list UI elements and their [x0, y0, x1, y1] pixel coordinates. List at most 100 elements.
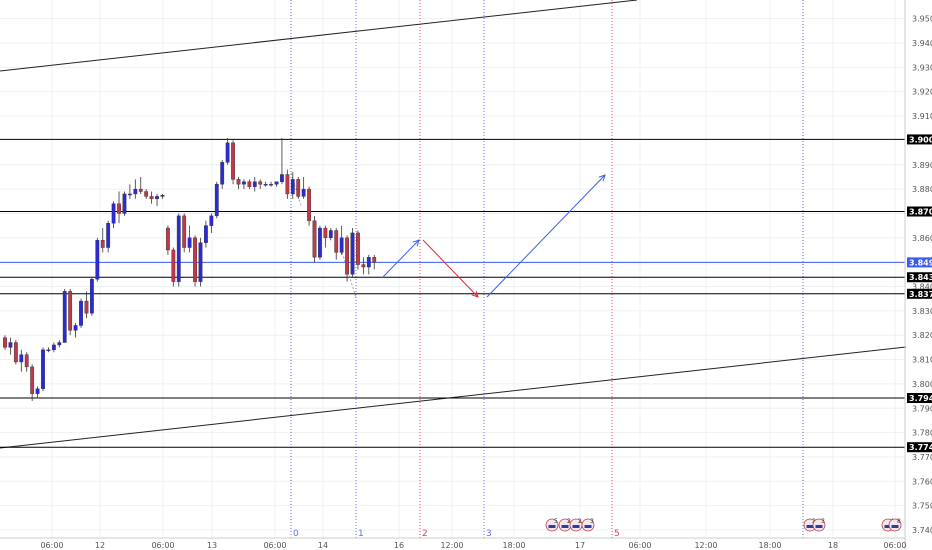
event-marker[interactable]: 2 — [569, 518, 583, 532]
candle[interactable] — [269, 181, 273, 187]
candle[interactable] — [24, 352, 29, 372]
candle[interactable] — [247, 179, 252, 190]
y-tick-label: 3.7500 — [912, 502, 932, 511]
candle[interactable] — [258, 179, 263, 190]
projection-arrow-up-2[interactable] — [486, 175, 605, 298]
y-tick-label: 3.8800 — [912, 185, 932, 194]
y-tick-label: 3.9200 — [912, 88, 932, 97]
candle[interactable] — [307, 186, 311, 226]
candle[interactable] — [274, 181, 279, 187]
candle[interactable] — [122, 191, 127, 216]
candle-body — [138, 188, 143, 192]
candle[interactable] — [171, 247, 176, 287]
candle-body — [30, 366, 35, 394]
vertical-marker-label: 5 — [614, 529, 620, 539]
candle[interactable] — [290, 172, 295, 199]
candle-body — [214, 184, 219, 217]
candle[interactable] — [318, 225, 322, 260]
candle[interactable] — [127, 184, 132, 199]
candle[interactable] — [100, 228, 105, 253]
candle[interactable] — [263, 181, 268, 187]
candle[interactable] — [117, 191, 121, 224]
candle[interactable] — [68, 288, 73, 336]
candle[interactable] — [84, 291, 89, 319]
candle[interactable] — [198, 237, 203, 287]
candle[interactable] — [339, 225, 344, 255]
candle[interactable] — [95, 237, 100, 282]
candle[interactable] — [285, 169, 290, 199]
candle[interactable] — [41, 347, 45, 392]
candle[interactable] — [89, 276, 94, 316]
candle[interactable] — [3, 335, 7, 350]
candle[interactable] — [73, 323, 78, 338]
candle[interactable] — [214, 181, 219, 219]
candle[interactable] — [176, 213, 181, 287]
event-marker[interactable]: 3 — [812, 518, 826, 532]
candle[interactable] — [30, 364, 35, 401]
candle[interactable] — [35, 386, 40, 399]
candle[interactable] — [133, 179, 138, 199]
candle[interactable] — [356, 230, 360, 270]
candle[interactable] — [160, 193, 165, 199]
candle[interactable] — [361, 257, 366, 275]
candle[interactable] — [51, 342, 56, 353]
candle[interactable] — [144, 189, 149, 199]
y-tick-label: 3.8400 — [912, 283, 932, 292]
upper-trend-line[interactable] — [0, 0, 638, 72]
candle[interactable] — [301, 176, 306, 199]
x-tick-label: 06:00 — [40, 541, 63, 550]
y-tick-label: 3.7400 — [912, 526, 932, 535]
candle[interactable] — [280, 137, 284, 185]
projection-arrow-up-1[interactable] — [381, 240, 419, 279]
candle[interactable] — [46, 347, 51, 353]
candle[interactable] — [204, 220, 208, 248]
candle[interactable] — [366, 254, 371, 275]
candle-body — [19, 354, 24, 363]
candle[interactable] — [62, 288, 67, 343]
candle[interactable] — [182, 213, 187, 253]
candle[interactable] — [231, 140, 235, 185]
event-marker[interactable]: 2 — [558, 518, 572, 532]
candle[interactable] — [225, 137, 230, 165]
candle[interactable] — [350, 228, 355, 277]
candle[interactable] — [149, 191, 154, 204]
candle[interactable] — [138, 176, 143, 194]
candle-body — [84, 300, 89, 314]
candle[interactable] — [19, 349, 24, 372]
x-axis: 06:00 12 06:00 13 06:00 14 16 12:00 18:00 17 06:00… — [0, 537, 907, 550]
candle[interactable] — [242, 179, 246, 190]
event-marker[interactable]: 5 — [545, 518, 559, 532]
candle[interactable] — [323, 225, 328, 248]
candle[interactable] — [220, 159, 225, 190]
event-marker[interactable]: 8 — [888, 518, 902, 532]
candle[interactable] — [296, 176, 301, 199]
candle[interactable] — [328, 228, 333, 241]
projection-arrow-down[interactable] — [422, 239, 478, 297]
candle[interactable] — [334, 228, 339, 260]
candle[interactable] — [57, 340, 62, 348]
candle[interactable] — [345, 235, 349, 282]
candle[interactable] — [111, 201, 116, 229]
candle[interactable] — [8, 337, 13, 355]
candle[interactable] — [312, 215, 317, 263]
candle-body — [127, 193, 132, 196]
candle[interactable] — [13, 340, 18, 365]
candle-body — [160, 194, 165, 197]
flag-stripe — [815, 525, 823, 528]
candle[interactable] — [155, 193, 159, 207]
candle-body — [117, 203, 121, 214]
candle[interactable] — [372, 254, 377, 270]
candle[interactable] — [187, 225, 192, 253]
candle[interactable] — [106, 220, 111, 253]
candle[interactable] — [209, 213, 214, 233]
lower-trend-line[interactable] — [0, 346, 907, 449]
candle[interactable] — [79, 298, 83, 328]
candle[interactable] — [252, 176, 257, 192]
event-marker[interactable]: 3 — [581, 518, 595, 532]
candle[interactable] — [193, 235, 197, 287]
candle[interactable] — [236, 176, 241, 190]
dashed-projection-2 — [339, 244, 357, 299]
candle-body — [296, 179, 301, 197]
candle[interactable] — [165, 225, 170, 255]
